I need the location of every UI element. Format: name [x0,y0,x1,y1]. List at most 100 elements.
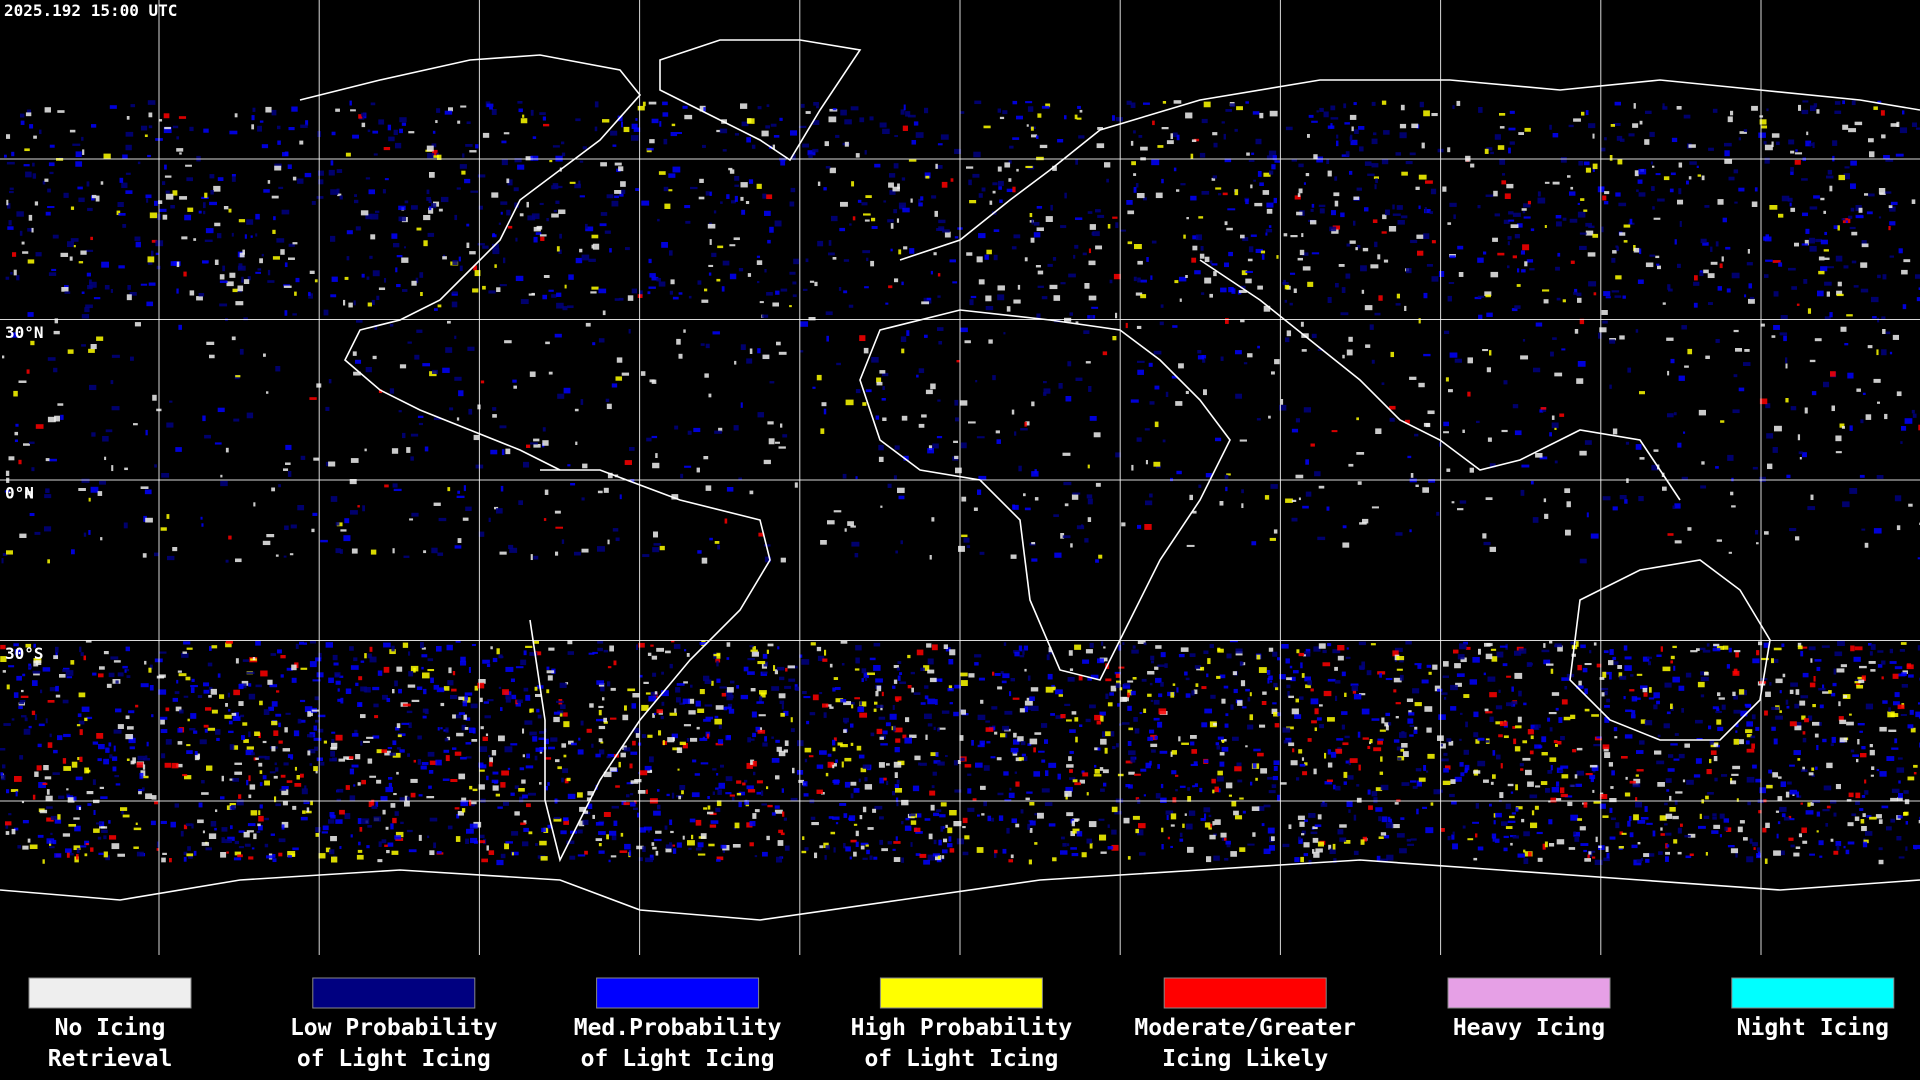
icing-pixel [683,329,686,333]
icing-pixel [500,211,503,215]
icing-pixel [1826,291,1830,297]
icing-pixel [84,717,88,722]
icing-pixel [1200,818,1206,821]
icing-pixel [1130,690,1136,696]
icing-pixel [1826,762,1833,769]
icing-pixel [1735,651,1739,658]
icing-pixel [1364,207,1369,212]
icing-pixel [844,119,852,125]
icing-pixel [146,741,149,747]
icing-pixel [1317,814,1322,820]
icing-pixel [465,144,473,147]
icing-pixel [1735,348,1743,352]
icing-pixel [335,819,343,824]
icing-pixel [217,233,222,239]
icing-pixel [521,779,526,784]
icing-pixel [211,645,218,649]
icing-pixel [961,534,968,538]
icing-pixel [1298,838,1303,844]
icing-pixel [1823,785,1832,791]
icing-pixel [346,256,350,261]
icing-pixel [809,280,815,283]
icing-pixel [1778,213,1784,218]
icing-pixel [672,747,681,751]
icing-pixel [1301,349,1307,352]
icing-pixel [288,127,295,131]
icing-pixel [176,763,183,768]
icing-pixel [620,832,624,837]
icing-pixel [1302,505,1309,509]
icing-pixel [1153,350,1162,355]
icing-pixel [213,185,221,192]
icing-pixel [670,279,675,285]
icing-pixel [196,296,203,301]
icing-pixel [22,251,29,254]
icing-pixel [508,544,514,550]
icing-pixel [489,106,493,110]
icing-pixel [581,497,585,501]
icing-pixel [1024,706,1029,713]
icing-pixel [146,198,149,203]
icing-pixel [1149,682,1153,686]
icing-pixel [421,762,429,766]
icing-pixel [177,741,183,745]
icing-pixel [1263,804,1271,808]
icing-pixel [923,665,930,671]
icing-pixel [1816,666,1821,672]
icing-pixel [1759,476,1766,483]
icing-pixel [1450,779,1456,784]
icing-pixel [882,417,887,421]
icing-pixel [528,831,533,835]
icing-pixel [1346,801,1353,807]
icing-pixel [1833,225,1838,230]
icing-pixel [760,692,766,698]
icing-pixel [1811,774,1815,778]
icing-pixel [671,494,679,500]
icing-pixel [1396,668,1403,671]
icing-pixel [531,213,540,220]
icing-pixel [902,734,907,739]
icing-pixel [1891,788,1900,793]
icing-pixel [384,750,391,756]
icing-pixel [1897,797,1903,801]
icing-pixel [53,749,58,754]
icing-pixel [715,705,724,710]
icing-pixel [1350,683,1359,687]
icing-pixel [70,206,75,210]
icing-pixel [1483,779,1489,783]
icing-pixel [1878,819,1883,824]
icing-pixel [1851,813,1857,817]
icing-pixel [400,821,404,825]
icing-pixel [1273,529,1278,534]
icing-pixel [841,761,844,768]
icing-pixel [206,341,215,345]
icing-pixel [1037,113,1042,118]
icing-pixel [1418,174,1427,180]
icing-pixel [411,280,417,286]
icing-pixel [775,290,780,295]
icing-pixel [343,756,351,760]
icing-pixel [624,705,627,711]
icing-pixel [638,642,645,648]
icing-pixel [514,811,520,816]
icing-pixel [1045,216,1053,222]
icing-pixel [52,772,60,775]
icing-pixel [1521,464,1530,468]
icing-pixel [1822,684,1825,689]
icing-pixel [894,747,900,753]
icing-pixel [631,288,638,294]
icing-pixel [696,726,700,730]
icing-pixel [999,116,1005,120]
icing-pixel [682,743,688,749]
icing-pixel [857,199,862,203]
icing-pixel [1490,781,1494,785]
icing-pixel [688,698,695,704]
icing-pixel [176,679,179,684]
icing-pixel [767,239,771,244]
icing-pixel [1254,202,1263,207]
icing-pixel [1613,123,1621,126]
icing-pixel [45,795,53,802]
icing-pixel [768,438,775,445]
icing-pixel [1745,704,1752,708]
icing-pixel [63,667,70,671]
